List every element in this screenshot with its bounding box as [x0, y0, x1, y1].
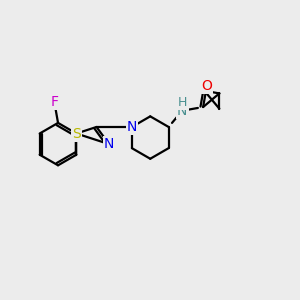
Text: F: F	[50, 95, 58, 109]
Text: H: H	[178, 96, 187, 109]
Text: N: N	[104, 137, 114, 151]
Text: N: N	[127, 120, 137, 134]
Text: S: S	[72, 127, 81, 140]
Text: O: O	[201, 79, 212, 93]
Text: N: N	[177, 104, 188, 118]
